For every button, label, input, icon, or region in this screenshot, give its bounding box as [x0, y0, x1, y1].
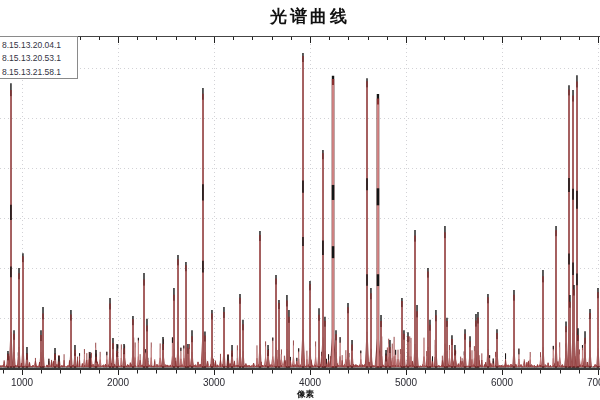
x-tick-label-7000: 7000 [587, 377, 600, 388]
x-tick-label-2000: 2000 [107, 377, 129, 388]
legend-item-1[interactable]: 8.15.13.20.04.1 [2, 39, 77, 53]
spectrum-plot-canvas[interactable] [0, 0, 600, 400]
x-tick-label-5000: 5000 [395, 377, 417, 388]
chart-title: 光谱曲线 [0, 5, 600, 28]
x-tick-label-6000: 6000 [491, 377, 513, 388]
x-tick-label-1000: 1000 [11, 377, 33, 388]
legend-item-2[interactable]: 8.15.13.20.53.1 [2, 52, 77, 66]
legend-box[interactable]: 8.15.13.20.04.1 8.15.13.20.53.1 8.15.13.… [0, 36, 78, 79]
x-tick-label-4000: 4000 [299, 377, 321, 388]
legend-item-3[interactable]: 8.15.13.21.58.1 [2, 66, 77, 80]
x-axis-label: 像素 [297, 389, 314, 400]
x-tick-label-3000: 3000 [203, 377, 225, 388]
spectral-chart-window: 光谱曲线 8.15.13.20.04.1 8.15.13.20.53.1 8.1… [0, 0, 600, 400]
